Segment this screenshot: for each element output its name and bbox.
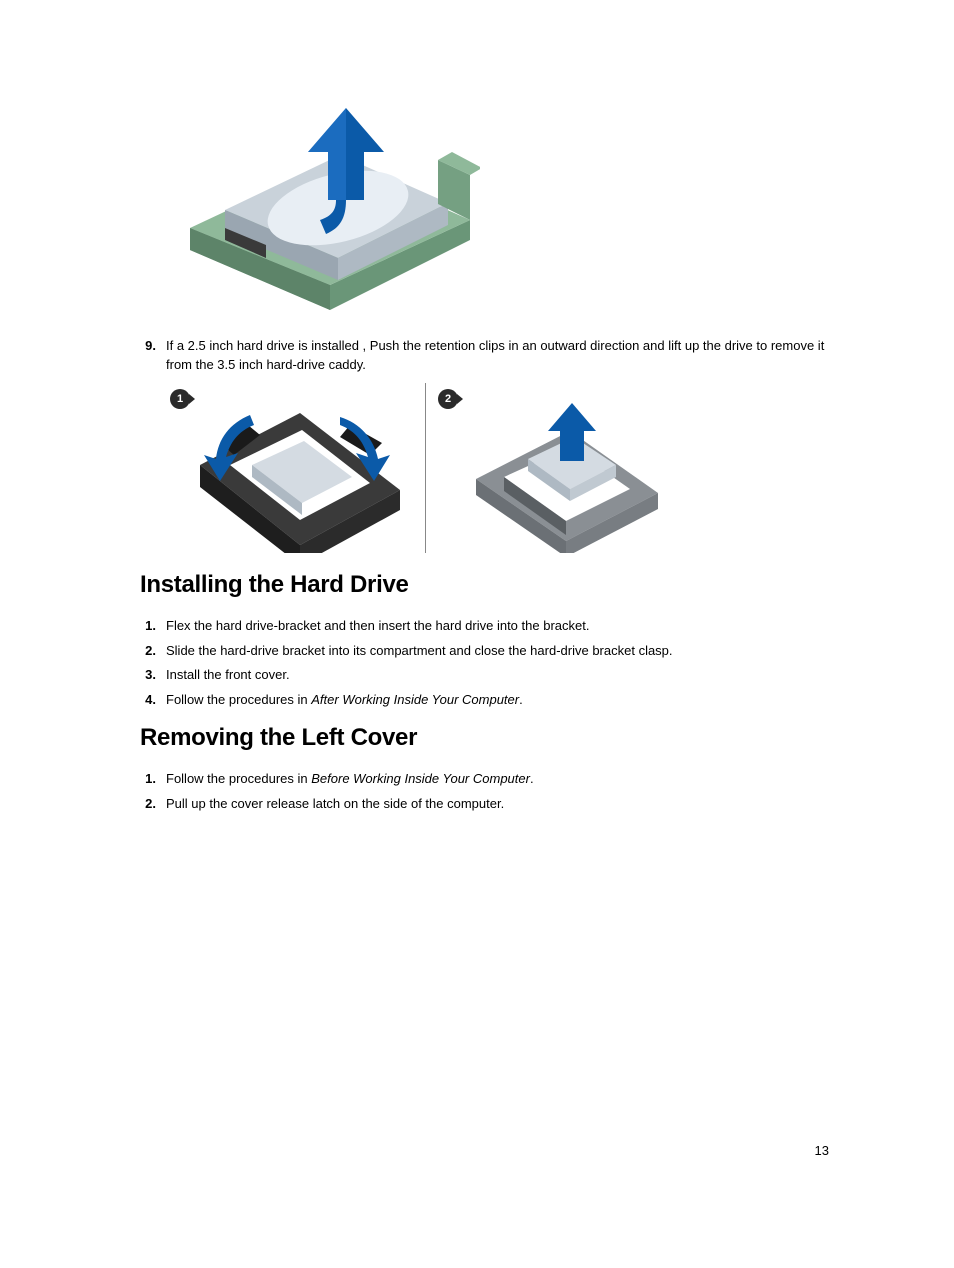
step-9-number: 9. — [140, 337, 166, 375]
remove-step-1: 1. Follow the procedures in Before Worki… — [140, 770, 834, 789]
install-step-4: 4. Follow the procedures in After Workin… — [140, 691, 834, 710]
figure-caddy-panels: 1 2 — [170, 383, 680, 553]
figure-1-canvas — [170, 100, 480, 325]
page-number: 13 — [815, 1143, 829, 1158]
panel-divider — [425, 383, 426, 553]
drive-lift-illustration — [170, 100, 480, 325]
step-9-text: If a 2.5 inch hard drive is installed , … — [166, 337, 834, 375]
install-step-3: 3. Install the front cover. — [140, 666, 834, 685]
figure-drive-tray — [170, 100, 834, 325]
callout-2: 2 — [438, 389, 458, 409]
step-9: 9. If a 2.5 inch hard drive is installed… — [140, 337, 834, 375]
heading-removing-left-cover: Removing the Left Cover — [140, 724, 834, 752]
install-step-2: 2. Slide the hard-drive bracket into its… — [140, 642, 834, 661]
callout-1: 1 — [170, 389, 190, 409]
install-step-1: 1. Flex the hard drive-bracket and then … — [140, 617, 834, 636]
remove-step-2: 2. Pull up the cover release latch on th… — [140, 795, 834, 814]
heading-installing-hard-drive: Installing the Hard Drive — [140, 571, 834, 599]
